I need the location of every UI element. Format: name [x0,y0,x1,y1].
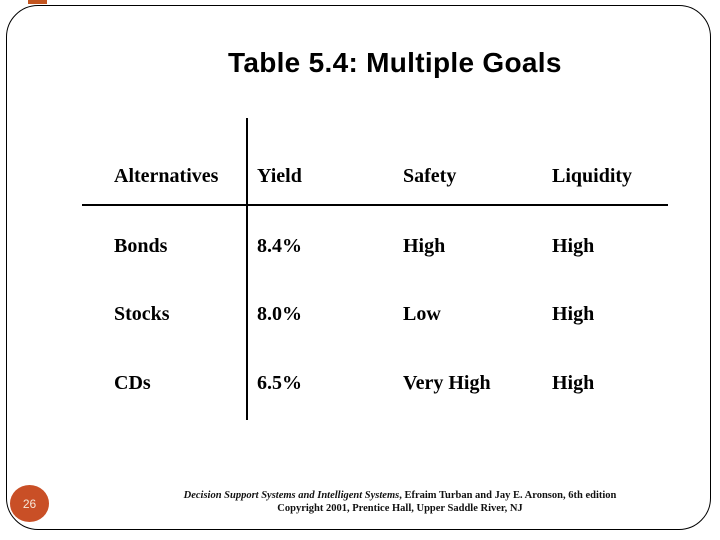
table-cell-stocks-liquidity: High [552,303,595,325]
book-title: Decision Support Systems and Intelligent… [183,490,400,501]
page-number-badge: 26 [10,485,49,522]
table-cell-cds-name: CDs [114,372,151,394]
citation-line1-rest: , Efraim Turban and Jay E. Aronson, 6th … [399,490,617,501]
table-cell-bonds-yield: 8.4% [257,235,302,257]
slide-title: Table 5.4: Multiple Goals [228,47,562,78]
table-cell-bonds-safety: High [403,235,446,257]
footer-citation: Decision Support Systems and Intelligent… [100,489,700,515]
table-cell-bonds-liquidity: High [552,235,595,257]
table-cell-cds-yield: 6.5% [257,372,302,394]
header-cell-alternatives: Alternatives [114,165,219,187]
table-cell-stocks-safety: Low [403,303,441,325]
table-cell-cds-safety: Very High [403,372,491,394]
slide-border [6,5,711,530]
header-cell-liquidity: Liquidity [552,165,633,187]
header-cell-safety: Safety [403,165,457,187]
table-horizontal-rule [82,204,668,206]
table-cell-stocks-yield: 8.0% [257,303,302,325]
top-accent-bar [28,0,47,4]
citation-line1: Decision Support Systems and Intelligent… [100,489,700,502]
citation-line2: Copyright 2001, Prentice Hall, Upper Sad… [277,503,523,514]
page-number: 26 [22,496,37,511]
table-cell-stocks-name: Stocks [114,303,170,325]
header-cell-yield: Yield [257,165,302,187]
table-vertical-rule [246,118,248,420]
table-cell-bonds-name: Bonds [114,235,168,257]
table-cell-cds-liquidity: High [552,372,595,394]
